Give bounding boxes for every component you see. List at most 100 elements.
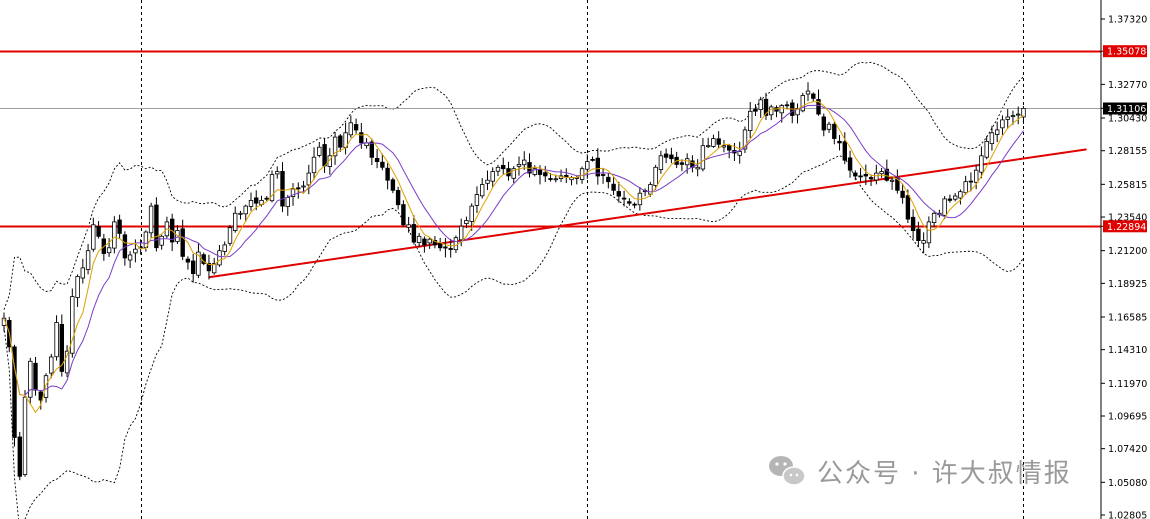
candle — [669, 147, 674, 164]
candle-body — [28, 360, 33, 398]
price-tick-label: 1.32770 — [1108, 80, 1147, 91]
candle-body — [359, 132, 364, 144]
candle — [632, 202, 637, 209]
candle-body — [816, 99, 821, 115]
candle — [353, 118, 359, 135]
candle-body — [748, 110, 753, 132]
candle — [269, 170, 275, 203]
candle-body — [196, 251, 201, 276]
candle-body — [958, 191, 963, 199]
candle — [385, 163, 390, 190]
candle-body — [448, 248, 453, 250]
candle — [96, 221, 101, 239]
candle-body — [769, 106, 774, 116]
candle — [306, 164, 311, 195]
candle — [85, 244, 91, 275]
candle-body — [900, 190, 905, 198]
candle — [926, 216, 932, 249]
candle-body — [910, 216, 916, 232]
candle — [910, 209, 916, 240]
candle-body — [800, 95, 805, 112]
candle — [28, 357, 33, 405]
candle-body — [495, 166, 501, 172]
level-price-badge — [1103, 220, 1147, 233]
candle-body — [422, 238, 427, 246]
candle-body — [64, 350, 70, 374]
candle — [49, 353, 54, 379]
candle-body — [548, 178, 553, 180]
candle-body — [742, 129, 748, 150]
candle-body — [416, 235, 422, 244]
candle-body — [453, 237, 459, 251]
candle-body — [669, 154, 674, 160]
candle-body — [38, 391, 43, 401]
candle — [248, 192, 254, 211]
bollinger-bands — [3, 61, 1024, 519]
candle — [590, 156, 595, 162]
level-price-label: 1.22894 — [1107, 222, 1146, 233]
moving-averages — [3, 100, 1024, 414]
price-tick-label: 1.23540 — [1108, 213, 1147, 224]
candle-body — [369, 141, 374, 158]
candle-body — [758, 99, 763, 111]
candle-body — [238, 212, 243, 215]
candle — [490, 167, 495, 188]
candle-body — [905, 195, 911, 220]
candle-body — [54, 322, 59, 358]
trendline — [208, 148, 1087, 279]
candle — [958, 189, 963, 205]
candle — [311, 147, 317, 180]
candle-body — [106, 247, 112, 254]
candle-body — [837, 140, 842, 144]
candle — [64, 345, 70, 378]
candle-body — [159, 235, 164, 246]
candle-body — [984, 140, 989, 158]
candle — [811, 92, 816, 102]
candle-body — [385, 167, 390, 181]
candle — [900, 183, 905, 204]
candle — [963, 175, 968, 195]
candle — [700, 138, 706, 172]
candle-body — [317, 146, 322, 156]
candle — [54, 315, 59, 361]
candle-body — [112, 221, 117, 249]
candle-body — [553, 178, 558, 181]
bollinger-upper-band — [3, 61, 1024, 310]
candle — [716, 131, 721, 149]
candle — [127, 251, 133, 269]
candle-body — [706, 145, 711, 148]
price-tick-label: 1.16585 — [1108, 313, 1147, 324]
price-tick-label: 1.07420 — [1108, 444, 1147, 455]
candle — [448, 238, 453, 258]
candle — [826, 121, 832, 133]
candle-body — [85, 250, 91, 270]
candle — [522, 151, 527, 170]
candle — [995, 121, 1000, 143]
candle-body — [811, 93, 816, 99]
price-axis-highlight-labels: 1.35078 1.22894 1.31106 — [1103, 45, 1147, 233]
candle — [627, 198, 632, 206]
candle — [742, 126, 748, 154]
price-tick-label: 1.37320 — [1108, 15, 1147, 26]
candle — [763, 92, 769, 120]
candle-body — [1010, 115, 1016, 117]
ma-fast-line — [3, 100, 1024, 414]
candle — [905, 189, 911, 224]
candle — [737, 141, 742, 164]
candle-body — [485, 179, 490, 184]
candle-body — [49, 356, 54, 374]
candle — [22, 390, 28, 477]
candle — [679, 159, 685, 172]
candle-body — [926, 221, 932, 244]
candle — [469, 203, 474, 231]
candle-body — [322, 144, 327, 167]
candle-body — [217, 250, 222, 266]
ma-slow-line — [3, 104, 1024, 396]
candle-body — [606, 176, 611, 183]
candle-body — [1016, 113, 1021, 116]
candle — [795, 103, 800, 124]
candle — [727, 143, 732, 159]
candle-body — [406, 224, 411, 228]
